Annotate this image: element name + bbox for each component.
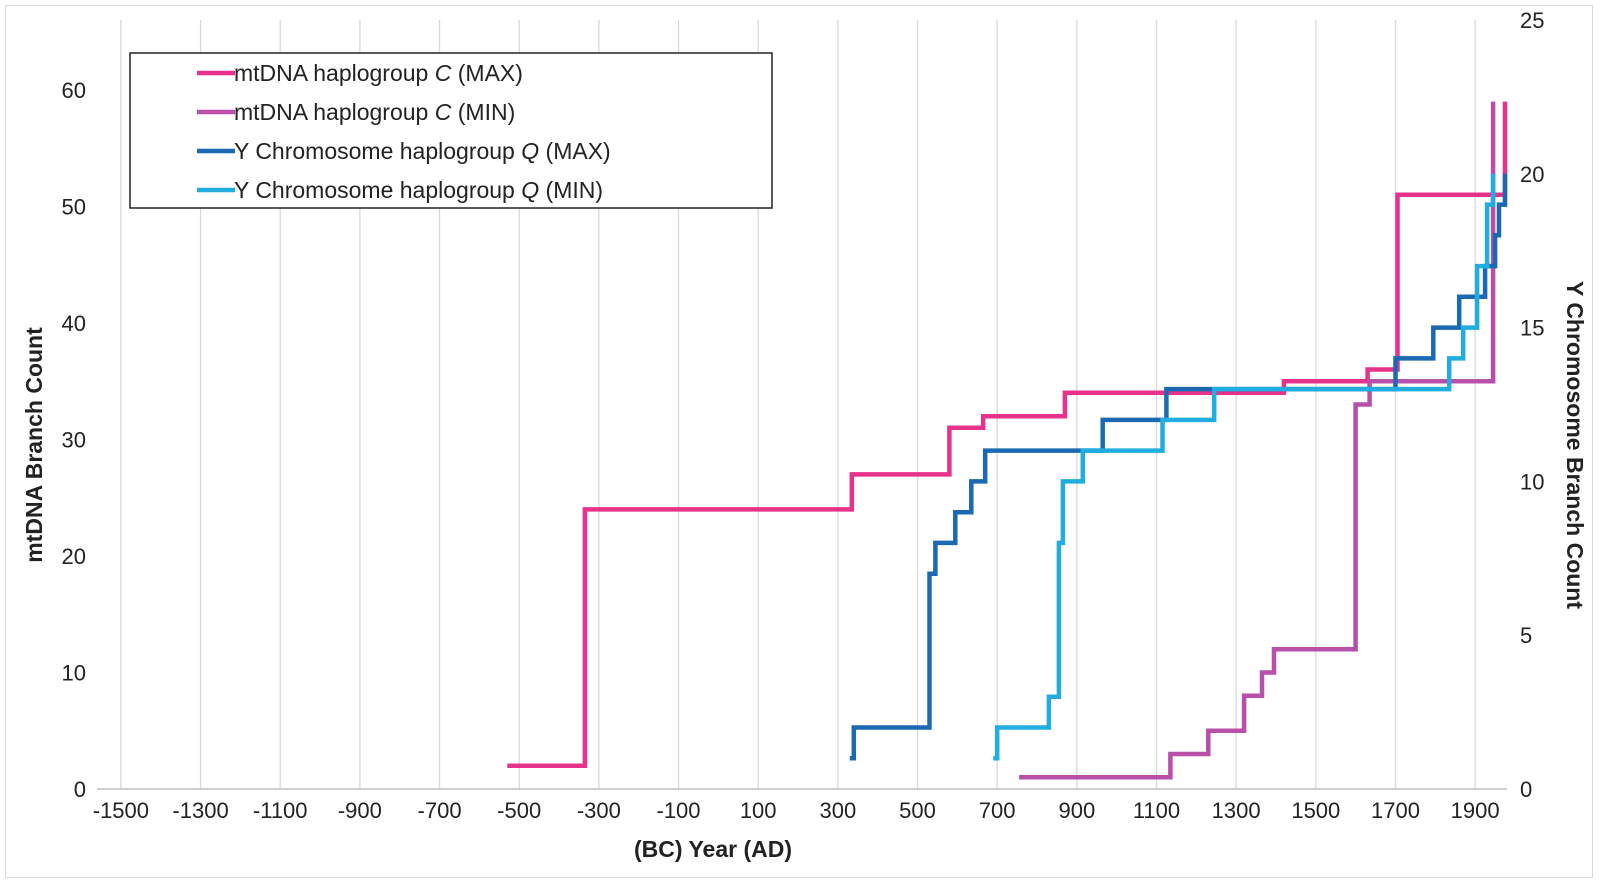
legend-label: Y Chromosome haplogroup Q (MAX) (234, 138, 611, 164)
series-line-2 (1019, 101, 1496, 780)
y2-tick-label: 0 (1520, 777, 1532, 802)
x-tick-label: -100 (657, 798, 701, 823)
x-tick-label: -500 (497, 798, 541, 823)
x-tick-label: -1500 (93, 798, 149, 823)
y2-tick-label: 10 (1520, 469, 1544, 494)
x-tick-label: 1700 (1371, 798, 1420, 823)
x-axis-title: (BC) Year (AD) (634, 836, 792, 862)
y-tick-label: 30 (62, 427, 86, 452)
series-line-4 (993, 173, 1496, 761)
legend-box (129, 52, 773, 209)
y2-tick-label: 15 (1520, 316, 1544, 341)
x-tick-label: -1100 (253, 798, 308, 823)
y-tick-label: 50 (62, 194, 86, 219)
legend-label: mtDNA haplogroup C (MIN) (234, 99, 515, 125)
x-tick-label: 700 (979, 798, 1016, 823)
y2-tick-label: 20 (1520, 162, 1544, 187)
legend-label: mtDNA haplogroup C (MAX) (234, 60, 523, 86)
x-tick-label: 500 (899, 798, 936, 823)
y2-tick-label: 25 (1520, 8, 1544, 33)
x-tick-labels: -1500 -1300 -1100 -900 -700 -500 -300 -100 100 30… (93, 798, 1500, 823)
x-tick-label: 1300 (1212, 798, 1261, 823)
y-tick-label: 40 (62, 311, 86, 336)
x-tick-label: -700 (418, 798, 462, 823)
y2-tick-label: 5 (1520, 623, 1532, 648)
y-tick-label: 20 (62, 544, 86, 569)
x-tick-label: 300 (819, 798, 856, 823)
y2-tick-labels: 0 5 10 15 20 25 (1520, 8, 1544, 802)
x-tick-label: -1300 (172, 798, 228, 823)
legend: mtDNA haplogroup C (MAX) mtDNA haplogroup… (129, 52, 773, 209)
x-tick-label: -900 (338, 798, 382, 823)
series-lines (507, 101, 1508, 780)
x-tick-label: 1100 (1133, 798, 1180, 823)
x-tick-label: 1900 (1451, 798, 1500, 823)
y-axis-title: mtDNA Branch Count (21, 327, 47, 563)
x-tick-label: -300 (577, 798, 621, 823)
y-tick-labels: 0 10 20 30 40 50 60 (62, 78, 86, 802)
y-tick-label: 0 (74, 777, 86, 802)
x-tick-label: 1500 (1291, 798, 1340, 823)
y-tick-label: 60 (62, 78, 86, 103)
y-tick-label: 10 (62, 660, 86, 685)
legend-label: Y Chromosome haplogroup Q (MIN) (234, 177, 603, 203)
x-tick-label: 100 (740, 798, 777, 823)
y2-axis-title: Y Chromosome Branch Count (1562, 281, 1588, 609)
x-tick-label: 900 (1058, 798, 1095, 823)
